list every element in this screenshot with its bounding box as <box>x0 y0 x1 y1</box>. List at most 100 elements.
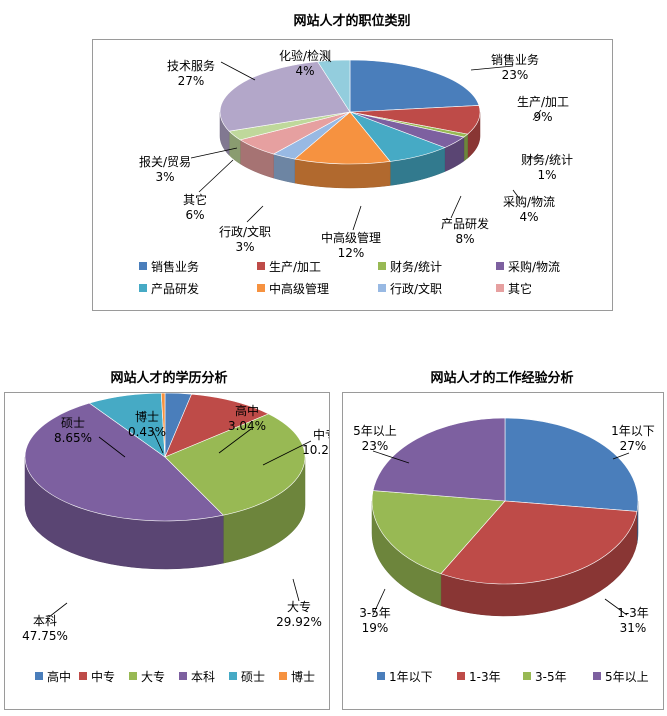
data-label-value-3: 47.75% <box>22 629 68 643</box>
legend-swatch-2 <box>378 262 386 270</box>
legend-label-1: 中专 <box>91 669 115 684</box>
data-label-value-8: 3% <box>155 170 174 184</box>
legend-swatch-6 <box>378 284 386 292</box>
data-label-value-2: 1% <box>537 168 556 182</box>
data-label-value-0: 23% <box>502 68 529 82</box>
legend-swatch-0 <box>377 672 385 680</box>
leader-line-3 <box>48 602 68 618</box>
legend-label-1: 1-3年 <box>469 670 501 684</box>
chart1-panel: 销售业务 23% 生产/加工 9% 财务/统计 1% 采购/物流 4% 产品研发 8% 中高级管理 1… <box>92 39 613 311</box>
legend-label-4: 产品研发 <box>151 281 199 296</box>
chart3-title: 网站人才的工作经验分析 <box>430 371 574 386</box>
data-label-value-4: 8.65% <box>54 431 92 445</box>
leader-line-2 <box>372 588 386 616</box>
leader-line-8 <box>190 147 238 159</box>
leader-line-0 <box>612 452 630 460</box>
leader-line-4 <box>98 436 126 458</box>
pie-slice-10 <box>317 59 351 114</box>
data-label-category-7: 其它 <box>183 192 207 207</box>
legend-swatch-4 <box>139 284 147 292</box>
chart2-plot: 高中3.04%中专10.20%大专29.92%本科47.75%硕士8.65%博士… <box>22 392 348 684</box>
legend-label-7: 其它 <box>508 281 532 296</box>
legend-swatch-0 <box>139 262 147 270</box>
legend-label-3: 5年以上 <box>605 670 649 684</box>
data-label-category-5: 博士 <box>135 409 159 424</box>
leader-line-10 <box>322 53 332 63</box>
data-label-value-6: 3% <box>235 240 254 254</box>
data-label-category-0: 销售业务 <box>491 52 539 67</box>
leader-line-7 <box>198 159 234 193</box>
legend-swatch-5 <box>279 672 287 680</box>
chart1-title: 网站人才的职位类别 <box>293 14 411 29</box>
pie-slice-3 <box>24 402 224 522</box>
legend-label-3: 本科 <box>191 670 215 684</box>
pie-sides <box>219 111 481 189</box>
data-label-value-3: 23% <box>362 439 389 453</box>
data-label-category-3: 采购/物流 <box>503 194 555 209</box>
legend-label-2: 财务/统计 <box>390 259 442 274</box>
data-label-category-2: 3-5年 <box>359 606 391 620</box>
leader-line-2 <box>292 578 300 602</box>
leader-line-0 <box>218 428 252 454</box>
data-label-value-1: 10.20% <box>302 443 329 457</box>
chart3-panel: 1年以下 27% 1-3年 31% 3-5年 19% 5年以上 23% 1年以下 1-3年 3-5年… <box>342 392 664 710</box>
pie-slice-2 <box>164 413 306 516</box>
pie-slice-2 <box>371 490 506 575</box>
data-label-category-1: 生产/加工 <box>517 95 569 109</box>
data-label-category-1: 1-3年 <box>617 606 649 620</box>
pie-slice-3 <box>372 417 506 502</box>
legend-swatch-4 <box>229 672 237 680</box>
legend-swatch-1 <box>79 672 87 680</box>
data-label-value-0: 3.04% <box>228 419 266 433</box>
pie-slice-0 <box>349 59 480 113</box>
legend-swatch-2 <box>129 672 137 680</box>
legend-label-5: 中高级管理 <box>269 281 329 296</box>
data-label-category-4: 硕士 <box>61 416 85 430</box>
data-label-category-0: 1年以下 <box>611 424 655 438</box>
chart2-title: 网站人才的学历分析 <box>110 371 228 386</box>
leader-line-9 <box>220 61 256 81</box>
legend-label-2: 3-5年 <box>535 670 567 684</box>
data-label-category-10: 化验/检测 <box>279 48 331 63</box>
leader-line-5 <box>152 430 164 454</box>
legend-swatch-2 <box>523 672 531 680</box>
leader-line-5 <box>352 205 362 231</box>
legend-swatch-1 <box>457 672 465 680</box>
legend-swatch-3 <box>179 672 187 680</box>
data-label-category-3: 本科 <box>33 614 57 628</box>
leader-line-4 <box>450 195 462 219</box>
data-label-value-10: 4% <box>295 64 314 78</box>
pie-slice-1 <box>164 393 270 458</box>
legend: 高中 中专 大专 本科 硕士 博士 <box>35 669 315 684</box>
data-label-category-0: 高中 <box>235 403 259 418</box>
data-label-category-2: 财务/统计 <box>521 152 573 167</box>
legend-swatch-3 <box>496 262 504 270</box>
pie-slice-5 <box>160 392 166 458</box>
data-label-value-0: 27% <box>620 439 647 453</box>
data-label-category-3: 5年以上 <box>353 424 397 438</box>
data-label-category-1: 中专 <box>313 427 329 442</box>
legend-label-5: 博士 <box>291 669 315 684</box>
legend-swatch-1 <box>257 262 265 270</box>
data-label-value-1: 9% <box>533 110 552 124</box>
data-label-value-4: 8% <box>455 232 474 246</box>
legend: 1年以下 1-3年 3-5年 5年以上 <box>377 670 649 684</box>
data-label-value-2: 19% <box>362 621 389 635</box>
data-label-value-7: 6% <box>185 208 204 222</box>
leader-line-1 <box>604 598 628 616</box>
data-label-category-8: 报关/贸易 <box>139 154 191 169</box>
legend-swatch-0 <box>35 672 43 680</box>
data-label-value-1: 31% <box>620 621 647 635</box>
legend-label-6: 行政/文职 <box>390 281 442 296</box>
legend-label-1: 生产/加工 <box>269 260 321 274</box>
pie-top <box>24 392 306 522</box>
leader-line-0 <box>470 65 514 71</box>
leader-line-3 <box>372 450 410 464</box>
pie-top <box>219 59 481 165</box>
pie-slice-1 <box>440 500 638 585</box>
pie-top <box>371 417 639 585</box>
data-label-category-9: 技术服务 <box>167 58 215 73</box>
data-label-value-5: 12% <box>338 246 365 260</box>
